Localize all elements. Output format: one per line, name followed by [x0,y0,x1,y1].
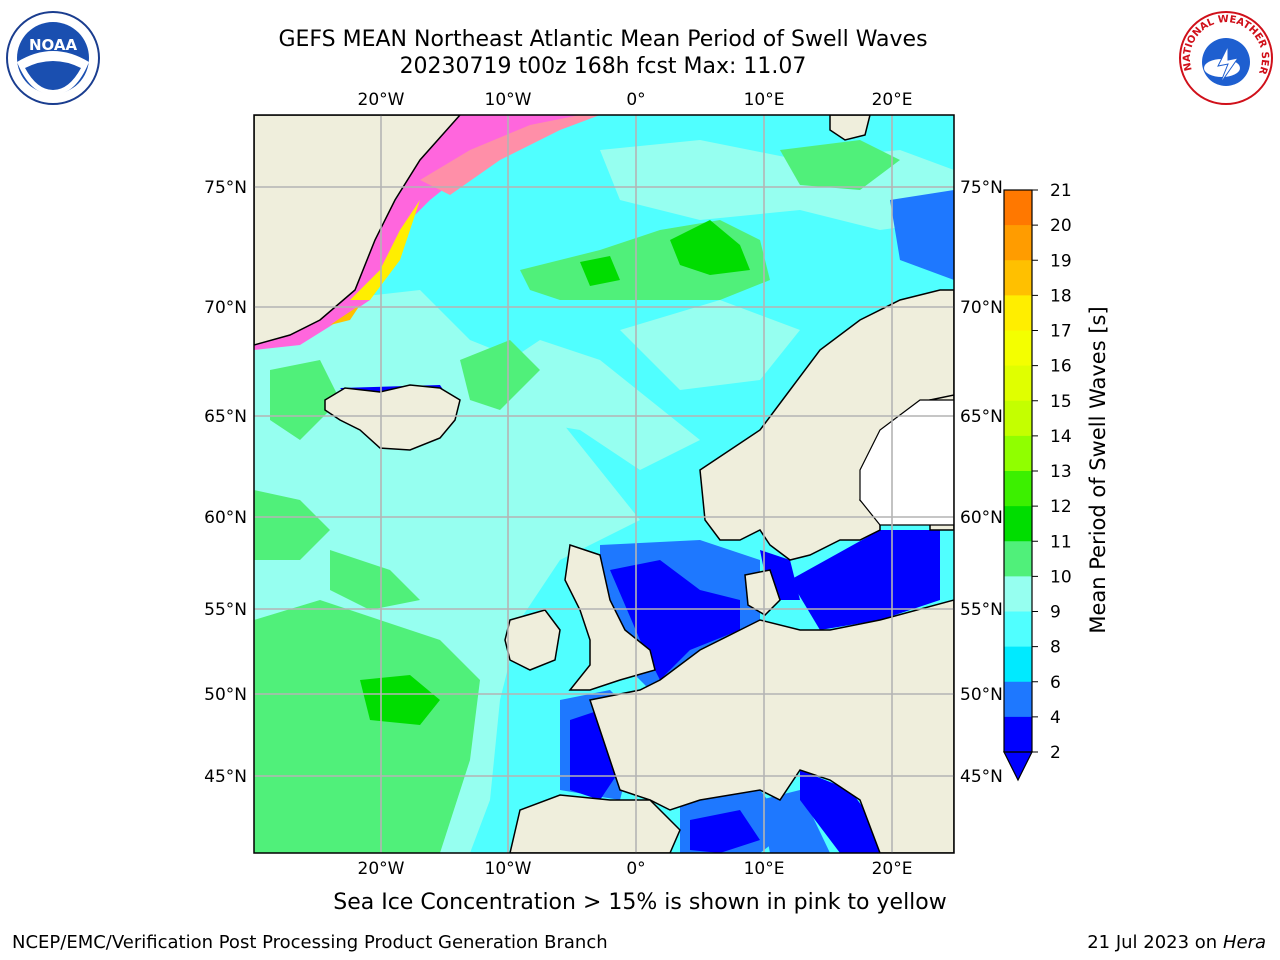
noaa-logo-text: NOAA [29,36,78,54]
colorbar-segment [1004,646,1032,683]
colorbar-tick-label: 21 [1050,181,1072,201]
lon-tick-top: 20°W [358,90,405,110]
lat-tick-right: 70°N [960,298,1003,318]
colorbar-segment [1004,365,1032,402]
white-no-data-area [859,399,954,526]
lat-tick-left: 55°N [204,600,247,620]
lon-ticks-bottom: 20°W 10°W 0° 10°E 20°E [358,859,913,879]
lon-tick-top: 0° [626,90,645,110]
lon-tick-bottom: 20°E [872,859,913,879]
lat-ticks-right: 75°N 70°N 65°N 60°N 55°N 50°N 45°N [960,178,1003,787]
colorbar-tick-label: 14 [1050,427,1072,447]
colorbar-tick-label: 6 [1050,673,1061,693]
footer-machine: Hera [1222,932,1266,953]
nws-seal-icon: NATIONAL WEATHER SERVICE [1174,2,1274,106]
colorbar-extend-min [1003,751,1033,782]
lon-tick-bottom: 10°E [744,859,785,879]
lat-tick-right: 55°N [960,600,1003,620]
lat-tick-left: 60°N [204,508,247,528]
footer-credit: NCEP/EMC/Verification Post Processing Pr… [12,932,608,953]
ireland [504,609,561,671]
colorbar-segment [1004,471,1032,507]
colorbar-segment [1004,681,1032,718]
footer-date-text: 21 Jul 2023 on [1087,932,1223,953]
lon-tick-top: 10°E [744,90,785,110]
colorbar-tick-label: 15 [1050,392,1072,412]
map-frame [253,114,955,854]
lat-tick-left: 45°N [204,767,247,787]
lon-tick-bottom: 20°W [358,859,405,879]
denmark [744,569,781,616]
colorbar-tick-label: 18 [1050,286,1072,306]
sea-ice-overlay [254,115,600,350]
svalbard [829,115,871,141]
colorbar-segment [1004,400,1032,437]
lon-tick-top: 10°W [485,90,532,110]
colorbar-tick-label: 12 [1050,497,1072,517]
colorbar-segment [1004,190,1032,226]
colorbar-tick-label: 2 [1050,743,1061,763]
colorbar-tick-label: 17 [1050,322,1072,342]
iceland [324,384,461,451]
map-area [254,115,954,853]
map-title: GEFS MEAN Northeast Atlantic Mean Period… [278,27,928,52]
lat-tick-right: 75°N [960,178,1003,198]
colorbar-tick-label: 16 [1050,357,1072,377]
great-britain [564,544,656,691]
map-subtitle: 20230719 t00z 168h fcst Max: 11.07 [399,54,807,79]
colorbar-segments [1003,189,1033,782]
colorbar-segment [1004,295,1032,331]
colorbar-segment [1004,506,1032,542]
colorbar-segment [1004,225,1032,261]
lat-tick-left: 50°N [204,685,247,705]
colorbar-ticks: 21 20 19 18 17 16 15 14 13 12 11 10 9 8 6 4 2 [1032,181,1072,763]
lon-tick-bottom: 0° [626,859,645,879]
continental-europe [589,599,954,853]
greenland [254,115,462,346]
colorbar-tick-label: 9 [1050,603,1061,623]
colorbar-segment [1004,716,1032,753]
noaa-seal-icon: NOAA [5,10,101,106]
lat-tick-left: 75°N [204,178,247,198]
sea-ice-note: Sea Ice Concentration > 15% is shown in … [333,890,947,915]
lat-tick-right: 50°N [960,685,1003,705]
colorbar-tick-label: 11 [1050,532,1072,552]
colorbar-tick-label: 4 [1050,708,1061,728]
colorbar-segment [1004,435,1032,472]
lat-tick-left: 70°N [204,298,247,318]
colorbar-tick-label: 13 [1050,462,1072,482]
lat-tick-right: 45°N [960,767,1003,787]
colorbar-tick-label: 20 [1050,216,1072,236]
lat-tick-left: 65°N [204,407,247,427]
colorbar-tick-label: 10 [1050,567,1072,587]
colorbar-segment [1004,611,1032,648]
swell-band-9-10 [254,140,900,853]
graticule [254,115,954,853]
swell-band-10-11 [360,220,750,725]
lon-tick-bottom: 10°W [485,859,532,879]
colorbar-tick-label: 8 [1050,638,1061,658]
colorbar-segment [1004,260,1032,296]
lon-ticks-top: 20°W 10°W 0° 10°E 20°E [358,90,913,110]
lat-tick-right: 65°N [960,407,1003,427]
colorbar-segment [1004,330,1032,367]
colorbar-tick-label: 19 [1050,251,1072,271]
footer-date: 21 Jul 2023 on Hera [1087,932,1266,953]
lat-tick-right: 60°N [960,508,1003,528]
lon-tick-top: 20°E [872,90,913,110]
lat-ticks-left: 75°N 70°N 65°N 60°N 55°N 50°N 45°N [204,178,247,787]
colorbar-segment [1004,541,1032,577]
colorbar-segment [1004,576,1032,612]
colorbar-label: Mean Period of Swell Waves [s] [1086,306,1110,633]
iberia [509,794,681,853]
